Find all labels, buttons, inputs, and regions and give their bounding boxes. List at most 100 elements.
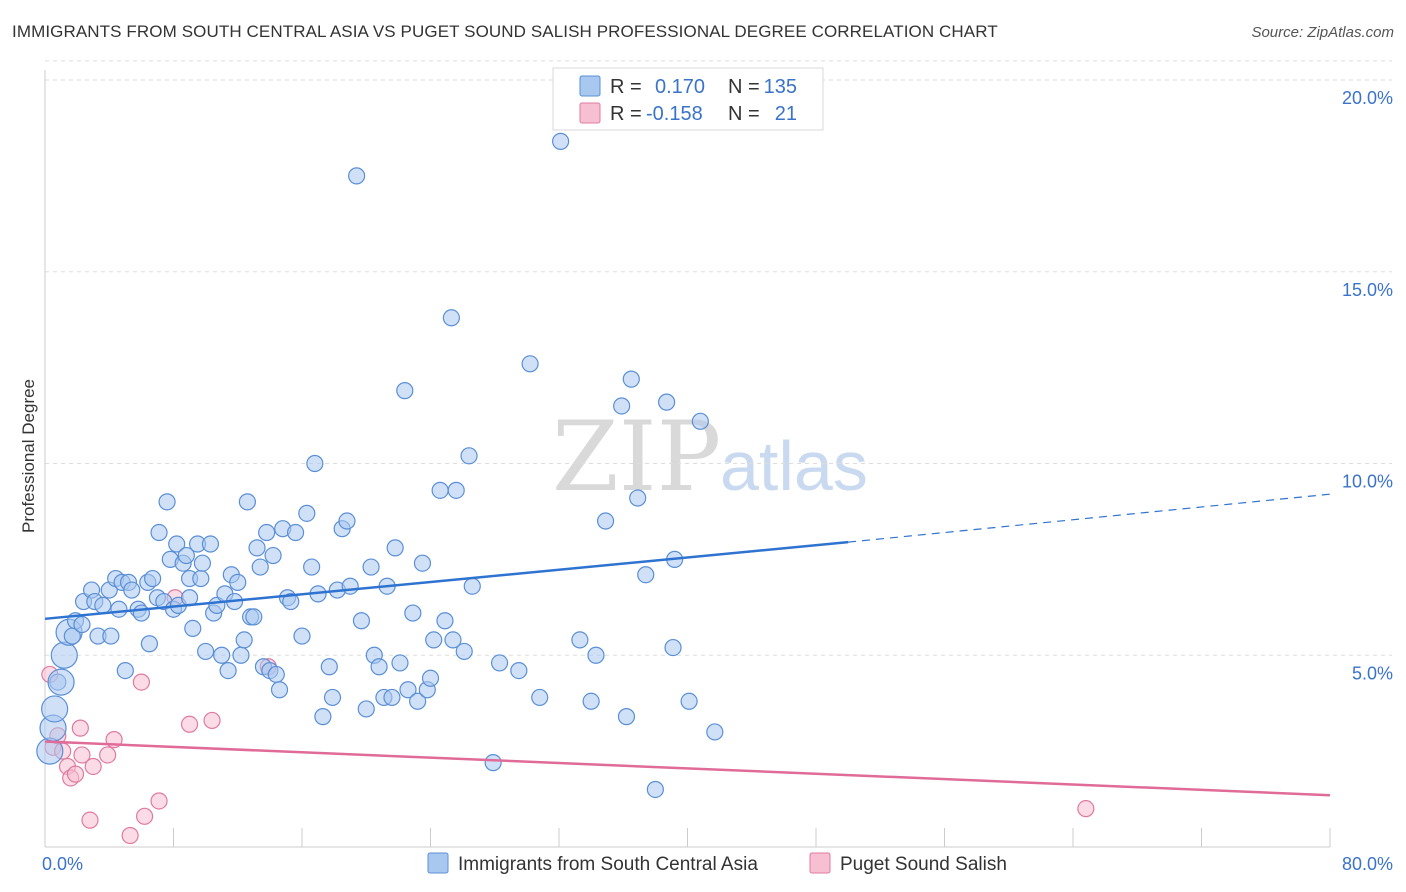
blue-point-4: [47, 668, 75, 696]
blue-point-72: [298, 504, 316, 522]
blue-point-43: [193, 554, 212, 572]
pink-point-13: [121, 826, 139, 845]
blue-point-77: [320, 658, 338, 676]
y-tick-label-2: 15.0%: [1342, 280, 1393, 300]
pink-point-7: [71, 719, 89, 737]
blue-point-2: [41, 695, 69, 723]
y-tick-label-0: 5.0%: [1352, 663, 1393, 683]
pink-point-6: [66, 765, 85, 783]
blue-point-124: [637, 566, 655, 584]
blue-point-102: [431, 481, 449, 499]
pink-point-14: [132, 673, 150, 691]
x-tick-label-min: 0.0%: [42, 854, 83, 874]
blue-point-114: [531, 688, 549, 707]
blue-point-78: [323, 688, 342, 707]
x-tick-label-max: 80.0%: [1342, 854, 1393, 874]
bottom-legend-swatch-pink: [809, 852, 831, 874]
blue-point-118: [587, 646, 605, 664]
blue-point-26: [144, 569, 162, 588]
legend-swatch-blue: [579, 75, 601, 97]
correlation-legend: R = 0.170 N = 135 R = -0.158 N = 21: [552, 67, 824, 131]
blue-point-93: [391, 654, 409, 672]
blue-point-85: [357, 700, 375, 718]
blue-point-16: [102, 627, 120, 645]
pink-trend-line: [44, 740, 1331, 797]
blue-point-110: [484, 754, 502, 772]
legend-n-value-1: 135: [764, 76, 797, 98]
blue-point-115: [552, 132, 570, 150]
blue-point-45: [201, 535, 220, 553]
legend-swatch-pink: [579, 102, 601, 124]
chart-title: IMMIGRANTS FROM SOUTH CENTRAL ASIA VS PU…: [12, 22, 998, 41]
blue-point-55: [235, 631, 253, 649]
blue-point-54: [232, 646, 250, 664]
blue-point-94: [396, 382, 414, 400]
blue-point-69: [282, 592, 300, 611]
blue-point-104: [442, 309, 460, 327]
blue-point-129: [691, 412, 709, 430]
blue-point-34: [168, 535, 186, 553]
chart-source: Source: ZipAtlas.com: [1251, 24, 1394, 41]
blue-point-29: [150, 523, 168, 542]
pink-point-21: [1077, 800, 1095, 818]
blue-point-83: [348, 167, 366, 185]
blue-point-66: [270, 681, 289, 699]
blue-point-65: [267, 665, 285, 684]
blue-point-109: [463, 577, 481, 595]
blue-point-106: [447, 481, 465, 499]
blue-point-70: [286, 523, 305, 542]
pink-point-15: [135, 807, 154, 825]
series-immigrants-south-central-asia: [36, 132, 724, 799]
y-axis-title: Professional Degree: [19, 379, 38, 533]
blue-point-31: [158, 493, 176, 511]
blue-point-112: [510, 661, 528, 680]
blue-point-120: [613, 397, 631, 415]
blue-point-125: [646, 780, 664, 799]
legend-n-value-2: 21: [775, 103, 797, 125]
blue-point-27: [140, 635, 159, 653]
blue-point-103: [436, 612, 454, 630]
blue-point-76: [314, 708, 332, 726]
blue-point-58: [245, 608, 263, 626]
legend-r-label-2: R =: [610, 103, 642, 125]
blue-point-42: [192, 569, 210, 588]
pink-point-18: [180, 715, 199, 733]
blue-point-71: [293, 627, 311, 645]
blue-point-108: [460, 447, 478, 465]
blue-point-44: [197, 642, 215, 661]
blue-point-37: [177, 546, 195, 565]
blue-point-105: [444, 631, 462, 649]
pink-point-8: [73, 746, 91, 764]
blue-point-100: [421, 669, 440, 687]
blue-point-126: [658, 393, 676, 411]
blue-point-91: [383, 688, 401, 707]
y-tick-label-3: 20.0%: [1342, 88, 1393, 108]
legend-n-label-1: N =: [728, 76, 760, 98]
pink-point-16: [150, 792, 168, 810]
blue-point-131: [706, 723, 724, 741]
blue-point-56: [238, 493, 256, 511]
pink-point-19: [203, 711, 221, 730]
blue-point-14: [94, 596, 112, 614]
blue-point-92: [386, 539, 404, 557]
legend-r-value-1: 0.170: [655, 76, 705, 98]
blue-point-50: [219, 661, 237, 680]
bottom-legend-swatch-blue: [427, 852, 449, 874]
blue-point-127: [664, 638, 682, 657]
trend-lines: [44, 493, 1331, 797]
blue-point-121: [617, 708, 636, 726]
blue-trend-extension: [848, 493, 1331, 543]
series-legend: Immigrants from South Central Asia Puget…: [427, 852, 1007, 875]
blue-point-130: [680, 692, 698, 710]
pink-point-10: [84, 757, 102, 776]
blue-point-113: [521, 355, 539, 373]
blue-point-24: [132, 604, 150, 622]
blue-point-81: [338, 512, 356, 530]
blue-point-74: [306, 454, 324, 473]
blue-point-101: [425, 631, 443, 649]
blue-point-117: [582, 692, 600, 710]
legend-r-label-1: R =: [610, 76, 642, 98]
pink-point-9: [81, 811, 99, 829]
y-tick-labels: 5.0% 10.0% 15.0% 20.0%: [1342, 88, 1393, 683]
